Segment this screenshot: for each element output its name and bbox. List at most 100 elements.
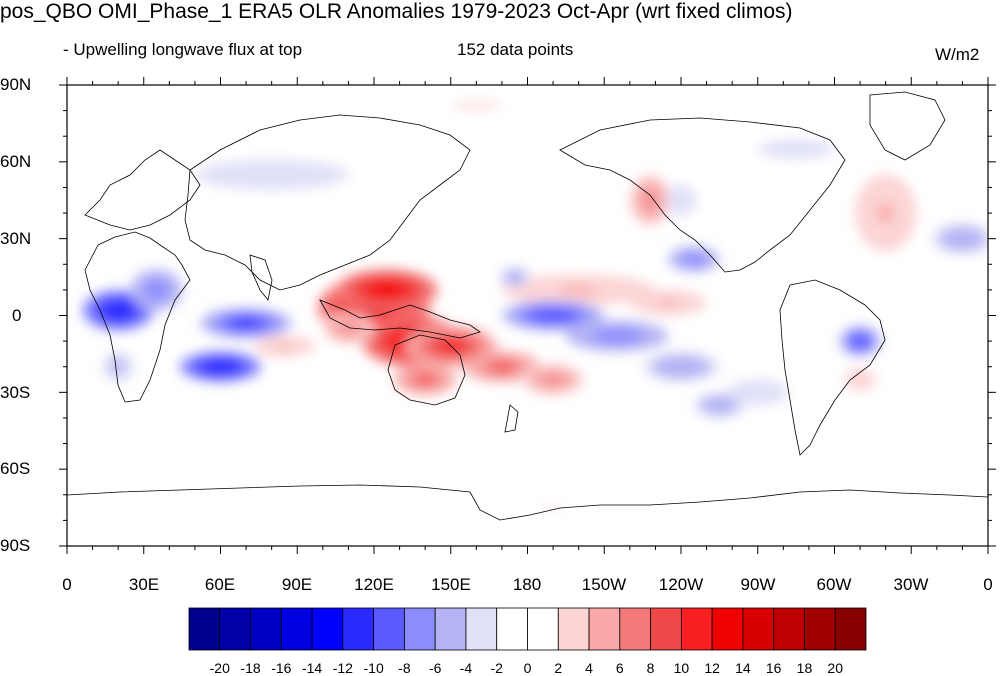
lon-label-180: 180: [512, 575, 542, 594]
maritime-continent-coast: [319, 299, 481, 339]
variable-description: - Upwelling longwave flux at top: [63, 40, 303, 59]
colorbar-label: -18: [240, 660, 261, 676]
anomaly-region: [854, 337, 866, 345]
colorbar-swatch: [619, 607, 651, 651]
anomaly-region: [374, 284, 400, 296]
anomaly-region: [854, 375, 866, 384]
anomaly-region: [109, 305, 128, 316]
lat-label-eq: 0: [12, 306, 22, 325]
colorbar-label: 18: [796, 660, 813, 676]
colorbar-label: 6: [615, 660, 624, 676]
colorbar-swatch: [557, 607, 590, 651]
map-title: pos_QBO OMI_Phase_1 ERA5 OLR Anomalies 1…: [0, 0, 793, 23]
asia-coast: [184, 114, 471, 291]
colorbar-label: 12: [704, 660, 720, 676]
lon-label-150w: 150W: [581, 575, 627, 594]
india-coast: [249, 254, 273, 301]
anomaly-region: [687, 255, 701, 263]
colorbar-label: -12: [332, 660, 353, 676]
anomaly-region: [450, 102, 502, 109]
lon-label-120w: 120W: [658, 575, 704, 594]
colorbar-swatch: [219, 607, 251, 651]
colorbar-swatch: [711, 607, 744, 651]
colorbar-swatch: [834, 607, 867, 651]
colorbar-swatch: [742, 607, 775, 651]
coastlines: [67, 91, 988, 521]
anomaly-region: [543, 505, 563, 510]
anomaly-region: [510, 274, 519, 280]
colorbar-label: 16: [765, 660, 782, 676]
colorbar-swatch: [496, 607, 528, 651]
anomaly-region: [783, 145, 809, 153]
units-label: W/m2: [935, 45, 980, 64]
lon-label-90w: 90W: [740, 575, 776, 594]
lat-label-90s: 90S: [0, 536, 31, 555]
anomaly-region: [545, 375, 561, 384]
anomaly-region: [750, 389, 766, 396]
lon-label-150e: 150E: [431, 575, 471, 594]
anomaly-region: [559, 286, 598, 294]
axis-ticks: [59, 77, 996, 554]
lon-label-0-end: 0: [983, 575, 993, 594]
lat-label-60s: 60S: [0, 459, 31, 478]
greenland-coast: [869, 91, 946, 161]
lat-label-60n: 60N: [0, 152, 32, 171]
colorbar-label: -14: [301, 660, 323, 676]
colorbar-swatch: [588, 607, 621, 651]
lon-label-90e: 90E: [281, 575, 313, 594]
colorbar-swatch: [804, 607, 836, 651]
africa-coast: [84, 231, 191, 403]
colorbar-label: -6: [428, 660, 442, 676]
colorbar-label: 10: [673, 660, 690, 676]
anomaly-region: [246, 169, 298, 180]
colorbar-swatch: [280, 607, 313, 651]
anomaly-region: [150, 284, 163, 296]
colorbar-swatch: [188, 607, 221, 651]
anomaly-region: [658, 299, 678, 306]
anomaly-region: [712, 401, 726, 409]
colorbar-label: 4: [585, 660, 593, 676]
anomaly-region: [604, 332, 630, 340]
colorbar-label: 2: [554, 660, 563, 676]
anomaly-region: [877, 203, 894, 223]
colorbar-swatch: [250, 607, 282, 651]
south-america-coast: [779, 279, 886, 456]
anomaly-region: [540, 311, 566, 320]
anomaly-map: [59, 77, 996, 554]
colorbar-label: 20: [827, 660, 843, 676]
anomaly-region: [234, 319, 258, 328]
colorbar-label: -2: [490, 660, 503, 676]
anomaly-contours: [82, 92, 988, 516]
nz-coast: [504, 404, 519, 433]
colorbar-swatch: [527, 607, 559, 651]
anomaly-region: [677, 196, 685, 205]
lon-label-120e: 120E: [354, 575, 394, 594]
anomaly-region: [210, 362, 231, 371]
lat-label-90n: 90N: [0, 75, 32, 94]
colorbar-swatch: [465, 607, 498, 651]
colorbar-label: -8: [398, 660, 411, 676]
lon-label-30e: 30E: [128, 575, 160, 594]
lon-label-30w: 30W: [893, 575, 929, 594]
colorbar-swatch: [311, 607, 344, 651]
lon-label-60w: 60W: [816, 575, 852, 594]
anomaly-region: [276, 343, 293, 349]
anomaly-region: [342, 324, 355, 333]
lat-label-30n: 30N: [0, 229, 32, 248]
antarctica-coast: [67, 484, 988, 521]
north-america-coast: [559, 117, 846, 273]
australia-coast: [387, 334, 466, 406]
lon-label-0: 0: [62, 575, 72, 594]
colorbar-swatch: [650, 607, 682, 651]
anomaly-region: [645, 193, 656, 207]
colorbar-label: 0: [523, 660, 532, 676]
colorbar: [188, 607, 867, 651]
colorbar-label: -4: [459, 660, 473, 676]
anomaly-region: [671, 362, 691, 371]
lon-label-60e: 60E: [204, 575, 236, 594]
colorbar-label: 8: [646, 660, 655, 676]
colorbar-swatch: [373, 607, 405, 651]
colorbar-swatch: [342, 607, 375, 651]
colorbar-label: -20: [209, 660, 230, 676]
lat-label-30s: 30S: [0, 383, 31, 402]
